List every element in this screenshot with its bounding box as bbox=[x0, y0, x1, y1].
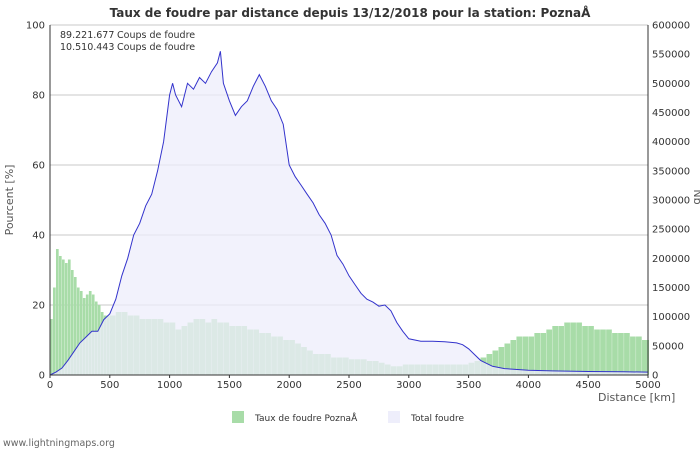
percent-bar bbox=[70, 270, 74, 375]
legend-label-total: Total foudre bbox=[410, 414, 464, 424]
percent-bar bbox=[58, 256, 62, 375]
y-right-axis-label: Nb bbox=[691, 189, 700, 204]
y-left-tick-label: 20 bbox=[32, 301, 45, 312]
y-left-tick-labels: 0 20 40 60 80 100 bbox=[26, 21, 45, 382]
x-tick-labels: 0 500 1000 1500 2000 2500 3000 3500 4000 4500 5000 bbox=[47, 375, 661, 391]
percent-bar bbox=[67, 259, 71, 375]
y-right-tick-label: 350000 bbox=[652, 166, 690, 177]
x-tick-label: 2000 bbox=[276, 380, 301, 391]
x-axis-label: Distance [km] bbox=[598, 391, 675, 404]
percent-bar bbox=[50, 319, 53, 375]
percent-bar bbox=[492, 350, 499, 375]
stat-label-2: Coups de foudre bbox=[117, 42, 195, 53]
percent-bar bbox=[498, 347, 505, 375]
percent-bar bbox=[522, 336, 529, 375]
percent-bar bbox=[534, 333, 541, 375]
legend: Taux de foudre PoznaÅ Total foudre bbox=[232, 411, 464, 424]
y-right-tick-label: 100000 bbox=[652, 312, 690, 323]
legend-swatch-total bbox=[388, 411, 400, 423]
y-right-tick-label: 0 bbox=[652, 371, 658, 382]
stats-block: 89.221.677 Coups de foudre 10.510.443 Co… bbox=[60, 30, 195, 53]
total-area-fill bbox=[50, 51, 648, 376]
y-left-tick-label: 40 bbox=[32, 231, 45, 242]
percent-bar bbox=[624, 333, 630, 375]
total-area bbox=[49, 51, 649, 376]
percent-bar bbox=[588, 326, 594, 375]
percent-bar bbox=[82, 298, 86, 375]
percent-bar bbox=[564, 322, 570, 375]
y-right-tick-label: 450000 bbox=[652, 108, 690, 119]
percent-bar bbox=[64, 263, 68, 375]
percent-bar bbox=[630, 336, 636, 375]
percent-bar bbox=[516, 336, 523, 375]
y-right-tick-label: 500000 bbox=[652, 79, 690, 90]
percent-bar bbox=[558, 326, 564, 375]
y-left-axis-label: Pourcent [%] bbox=[3, 165, 16, 236]
stat-label-1: Coups de foudre bbox=[117, 30, 195, 41]
percent-bar bbox=[504, 343, 511, 375]
chart-title: Taux de foudre par distance depuis 13/12… bbox=[110, 5, 592, 20]
percent-bar bbox=[76, 287, 80, 375]
y-right-tick-label: 50000 bbox=[652, 341, 684, 352]
y-right-tick-label: 300000 bbox=[652, 196, 690, 207]
y-right-tick-label: 250000 bbox=[652, 225, 690, 236]
legend-label-percent: Taux de foudre PoznaÅ bbox=[254, 412, 358, 424]
stat-value-2: 10.510.443 bbox=[60, 42, 114, 53]
y-left-tick-label: 80 bbox=[32, 91, 45, 102]
x-tick-label: 500 bbox=[100, 380, 119, 391]
percent-bar bbox=[528, 336, 535, 375]
legend-swatch-percent bbox=[232, 411, 244, 423]
y-left-tick-label: 100 bbox=[26, 21, 45, 32]
percent-bar bbox=[594, 329, 600, 375]
x-tick-label: 4500 bbox=[575, 380, 600, 391]
footer-credit: www.lightningmaps.org bbox=[3, 438, 115, 449]
percent-bar bbox=[73, 277, 77, 375]
percent-bar bbox=[546, 329, 553, 375]
percent-bar bbox=[618, 333, 624, 375]
y-right-tick-labels: 0 50000 100000 150000 200000 250000 300000 3500… bbox=[652, 21, 690, 382]
x-tick-label: 1500 bbox=[217, 380, 242, 391]
stat-value-1: 89.221.677 bbox=[60, 30, 114, 41]
y-right-tick-label: 600000 bbox=[652, 21, 690, 32]
y-right-tick-label: 550000 bbox=[652, 50, 690, 61]
x-tick-label: 1000 bbox=[157, 380, 182, 391]
y-right-tick-label: 200000 bbox=[652, 254, 690, 265]
percent-bar bbox=[61, 259, 65, 375]
percent-bar bbox=[55, 249, 59, 375]
y-left-tick-label: 60 bbox=[32, 161, 45, 172]
x-tick-label: 5000 bbox=[635, 380, 660, 391]
x-tick-label: 0 bbox=[47, 380, 53, 391]
percent-bar bbox=[612, 333, 618, 375]
percent-bar bbox=[606, 329, 612, 375]
y-left-tick-label: 0 bbox=[39, 371, 45, 382]
percent-bar bbox=[552, 326, 558, 375]
percent-bar bbox=[642, 340, 648, 375]
x-tick-label: 4000 bbox=[516, 380, 541, 391]
x-tick-label: 3000 bbox=[396, 380, 421, 391]
percent-bar bbox=[510, 340, 517, 375]
percent-bar bbox=[582, 326, 588, 375]
percent-bar bbox=[570, 322, 576, 375]
percent-bar bbox=[79, 291, 83, 375]
x-tick-label: 2500 bbox=[336, 380, 361, 391]
percent-bar bbox=[576, 322, 582, 375]
percent-bar bbox=[636, 336, 642, 375]
y-right-tick-label: 400000 bbox=[652, 137, 690, 148]
y-right-tick-label: 150000 bbox=[652, 283, 690, 294]
percent-bar bbox=[600, 329, 606, 375]
percent-bar bbox=[540, 333, 547, 375]
percent-bar bbox=[52, 287, 56, 375]
x-tick-label: 3500 bbox=[456, 380, 481, 391]
total-line bbox=[49, 51, 649, 376]
percent-bar bbox=[85, 294, 89, 375]
